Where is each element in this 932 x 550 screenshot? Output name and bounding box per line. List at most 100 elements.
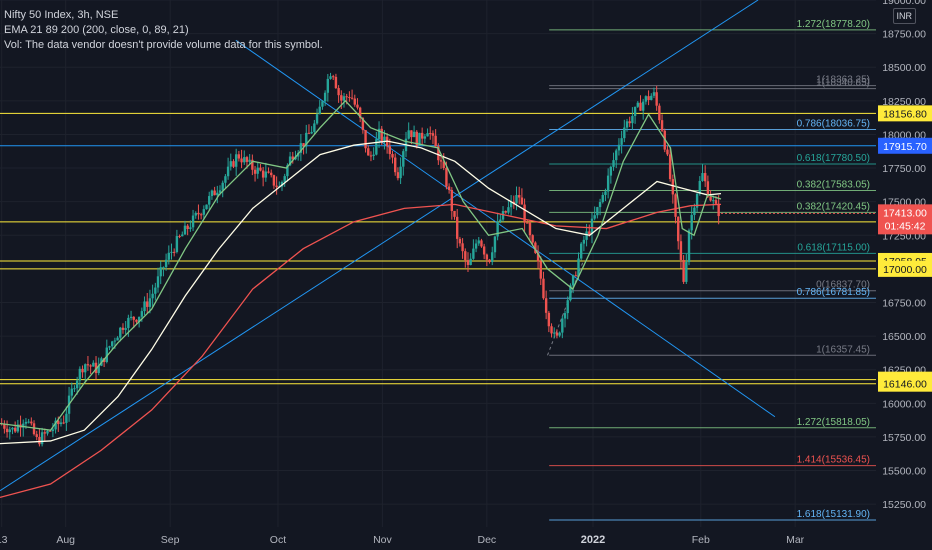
volume-indicator-label[interactable]: Vol: The data vendor doesn't provide vol…	[4, 39, 323, 51]
fib-level-label: 0.382(17583.05)	[797, 179, 870, 190]
fibonacci-levels[interactable]: 1.272(18778.20) 1(18363.25)1(18340.85) 0.7…	[549, 19, 876, 521]
time-tick-label[interactable]: Dec	[478, 534, 497, 546]
time-tick-label[interactable]: 2022	[581, 534, 605, 546]
candle-body	[283, 176, 286, 182]
candle-body	[51, 429, 55, 432]
candle-body	[496, 221, 499, 237]
candle-body	[472, 248, 475, 259]
candle-body	[474, 243, 478, 249]
candle-body	[307, 132, 311, 134]
candle-body	[517, 195, 521, 198]
price-tick-label[interactable]: 16000.00	[882, 398, 926, 410]
price-tick-label[interactable]: 15750.00	[882, 432, 926, 444]
price-tick-label[interactable]: 17750.00	[882, 163, 926, 175]
candle-body	[143, 301, 146, 312]
price-tick-label[interactable]: 16750.00	[882, 297, 926, 309]
candle-body	[633, 106, 637, 116]
candle-body	[224, 176, 227, 183]
time-tick-label[interactable]: Feb	[692, 534, 710, 546]
price-tick-label[interactable]: 18250.00	[882, 96, 926, 108]
price-tick-label[interactable]: 15500.00	[882, 466, 926, 478]
ema-indicator-label[interactable]: EMA 21 89 200 (200, close, 0, 89, 21)	[4, 24, 189, 36]
symbol-title[interactable]: Nifty 50 Index, 3h, NSE	[4, 9, 119, 21]
fib-level-label: 1.272(15818.05)	[797, 417, 870, 428]
candle-body	[531, 235, 534, 243]
candle-body	[5, 428, 9, 433]
candle-body	[499, 219, 502, 222]
candle-body	[534, 242, 537, 253]
candle-body	[159, 267, 162, 277]
currency-badge[interactable]: INR	[892, 8, 916, 24]
candle-body	[596, 207, 599, 216]
candle-body	[70, 388, 73, 396]
candle-body	[318, 106, 321, 115]
time-tick-label[interactable]: Oct	[270, 534, 286, 546]
candle-body	[240, 158, 243, 163]
candle-body	[539, 261, 542, 279]
fib-level-label: 0.786(16781.85)	[797, 287, 870, 298]
candle-body	[175, 236, 179, 253]
candle-body	[612, 160, 615, 167]
price-tick-label[interactable]: 19000.00	[882, 0, 926, 7]
candle-body	[453, 210, 456, 217]
candle-body	[146, 301, 149, 307]
rising-trendline[interactable]	[0, 0, 759, 492]
candle-body	[693, 207, 696, 215]
candle-body	[97, 365, 100, 374]
candle-body	[78, 368, 82, 381]
time-tick-label[interactable]: Nov	[373, 534, 392, 546]
time-axis[interactable]: 13 Aug Sep Oct Nov Dec 2022 Feb Mar	[0, 534, 805, 546]
candle-body	[162, 267, 165, 269]
candle-body	[113, 340, 117, 342]
candle-body	[388, 146, 392, 155]
time-tick-label[interactable]: Aug	[56, 534, 75, 546]
time-tick-label[interactable]: Sep	[161, 534, 180, 546]
level-price-badge: 16146.00	[883, 379, 927, 391]
candle-body	[251, 159, 254, 170]
candle-body	[426, 133, 429, 137]
candle-body	[563, 313, 567, 319]
candle-body	[92, 362, 95, 367]
candle-body	[650, 95, 653, 101]
candle-body	[270, 172, 273, 176]
candle-body	[46, 430, 49, 434]
price-tick-label[interactable]: 18750.00	[882, 29, 926, 41]
time-tick-label[interactable]: 13	[0, 534, 8, 546]
candle-body	[679, 241, 683, 260]
candle-body	[234, 154, 238, 167]
candle-body	[315, 114, 319, 124]
fib-level-label: 1.618(15131.90)	[797, 509, 870, 520]
level-price-badge-bg	[878, 375, 932, 392]
time-tick-label[interactable]: Mar	[786, 534, 805, 546]
candle-body	[420, 132, 424, 139]
candle-body	[116, 337, 119, 341]
candle-body	[259, 167, 262, 171]
falling-trendline[interactable]	[235, 39, 776, 418]
candle-body	[119, 327, 122, 338]
price-tick-label[interactable]: 15250.00	[882, 499, 926, 511]
candle-body	[178, 236, 181, 238]
candle-body	[456, 216, 459, 239]
candle-body	[491, 252, 494, 263]
candle-body	[110, 341, 114, 347]
candle-body	[108, 346, 111, 348]
fib-level-label: 1.272(18778.20)	[797, 19, 870, 30]
candle-body	[183, 225, 187, 235]
candle-body	[482, 246, 486, 255]
candle-body	[369, 155, 373, 157]
candle-body	[469, 258, 472, 265]
candle-body	[412, 131, 416, 138]
fib-anchor-dashed-line[interactable]	[547, 261, 584, 356]
candle-body	[340, 95, 343, 101]
candle-body	[164, 259, 168, 268]
price-tick-label[interactable]: 16500.00	[882, 331, 926, 343]
horizontal-levels[interactable]	[0, 112, 876, 385]
trend-lines[interactable]	[0, 0, 776, 492]
candle-body	[625, 121, 629, 128]
level-price-badge: 17000.00	[883, 264, 927, 276]
level-price-badge-bg	[878, 260, 932, 277]
candle-body	[528, 222, 532, 236]
candle-body	[636, 102, 639, 107]
price-tick-label[interactable]: 18500.00	[882, 62, 926, 74]
